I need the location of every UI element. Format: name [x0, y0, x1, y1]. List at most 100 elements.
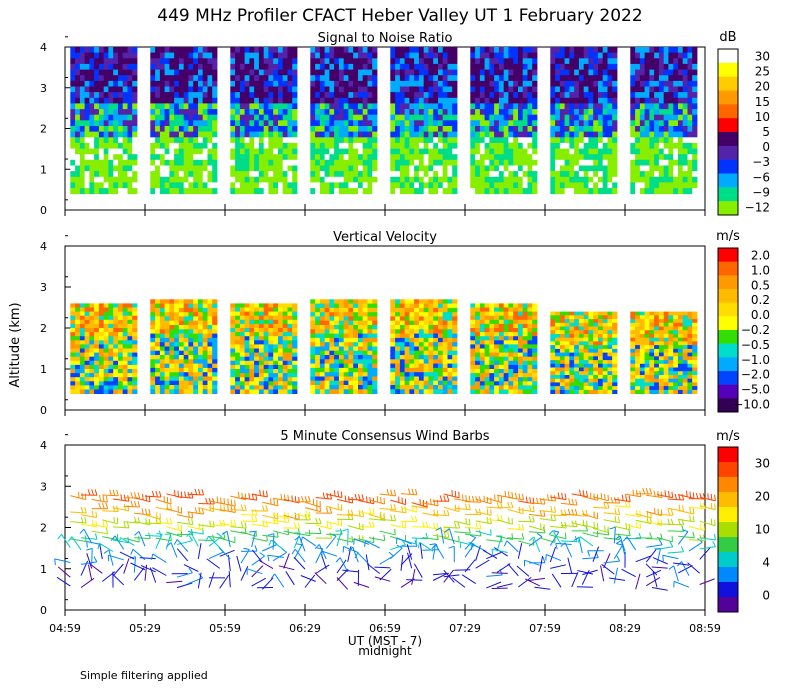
heatmap-cell — [150, 337, 156, 343]
heatmap-cell — [494, 182, 500, 189]
heatmap-cell — [527, 103, 533, 110]
heatmap-cell — [334, 342, 340, 347]
heatmap-cell — [527, 159, 533, 166]
heatmap-cell — [319, 188, 326, 195]
heatmap-cell — [442, 307, 448, 313]
heatmap-cell — [249, 80, 255, 87]
heatmap-cell — [475, 86, 481, 93]
heatmap-cell — [673, 142, 679, 149]
heatmap-cell — [103, 188, 109, 195]
heatmap-cell — [98, 348, 105, 353]
heatmap-cell — [324, 380, 330, 386]
heatmap-cell — [372, 109, 378, 116]
heatmap-cell — [94, 328, 100, 333]
heatmap-cell — [174, 165, 180, 172]
heatmap-cell — [404, 182, 410, 189]
heatmap-cell — [258, 109, 265, 116]
heatmap-cell — [113, 109, 119, 116]
heatmap-cell — [79, 109, 86, 116]
heatmap-cell — [612, 75, 618, 82]
heatmap-cell — [612, 109, 618, 116]
heatmap-cell — [362, 182, 368, 189]
heatmap-cell — [390, 154, 396, 161]
heatmap-cell — [475, 52, 481, 59]
heatmap-cell — [338, 367, 345, 373]
heatmap-cell — [319, 329, 326, 334]
heatmap-cell — [169, 325, 175, 330]
heatmap-cell — [409, 325, 415, 330]
heatmap-cell — [678, 188, 684, 195]
heatmap-cell — [329, 52, 335, 59]
heatmap-cell — [395, 333, 401, 339]
heatmap-cell — [598, 114, 604, 121]
heatmap-cell — [452, 80, 458, 87]
heatmap-cell — [649, 75, 655, 82]
heatmap-cell — [94, 360, 100, 366]
heatmap-cell — [555, 142, 561, 149]
heatmap-cell — [292, 142, 298, 149]
heatmap-cell — [239, 323, 246, 329]
heatmap-cell — [559, 386, 566, 391]
heatmap-cell — [395, 312, 401, 317]
heatmap-cell — [132, 328, 138, 333]
heatmap-cell — [244, 69, 250, 76]
heatmap-cell — [113, 154, 119, 161]
heatmap-cell — [329, 312, 335, 317]
heatmap-cell — [150, 80, 156, 87]
heatmap-cell — [513, 97, 519, 104]
heatmap-cell — [169, 109, 175, 116]
heatmap-cell — [319, 165, 326, 172]
heatmap-cell — [452, 182, 458, 189]
heatmap-cell — [583, 176, 589, 183]
heatmap-cell — [395, 114, 401, 121]
heatmap-cell — [169, 92, 175, 99]
heatmap-cell — [212, 120, 218, 127]
heatmap-cell — [79, 377, 86, 382]
heatmap-cell — [193, 182, 199, 189]
heatmap-cell — [447, 316, 453, 322]
heatmap-cell — [75, 126, 81, 132]
heatmap-cell — [353, 307, 359, 313]
heatmap-cell — [654, 75, 660, 82]
heatmap-cell — [518, 126, 524, 132]
heatmap-cell — [79, 352, 86, 358]
heatmap-cell — [527, 315, 533, 321]
heatmap-cell — [249, 328, 255, 333]
heatmap-cell — [518, 364, 524, 370]
heatmap-cell — [423, 389, 429, 394]
heatmap-cell — [498, 47, 505, 53]
heatmap-cell — [475, 171, 481, 178]
heatmap-cell — [75, 332, 81, 337]
heatmap-cell — [338, 333, 345, 339]
heatmap-cell — [559, 367, 566, 372]
heatmap-cell — [390, 176, 396, 183]
heatmap-cell — [94, 86, 100, 93]
heatmap-cell — [169, 75, 175, 82]
heatmap-cell — [555, 58, 561, 65]
heatmap-cell — [193, 333, 199, 339]
heatmap-cell — [188, 316, 194, 322]
heatmap-cell — [475, 385, 481, 390]
heatmap-cell — [513, 182, 519, 189]
heatmap-cell — [418, 346, 425, 352]
heatmap-cell — [409, 171, 415, 178]
heatmap-cell — [292, 389, 298, 394]
heatmap-cell — [518, 176, 524, 183]
heatmap-cell — [588, 176, 594, 183]
heatmap-cell — [343, 97, 349, 104]
heatmap-cell — [230, 58, 236, 65]
heatmap-cell — [84, 176, 90, 183]
heatmap-cell — [188, 131, 194, 138]
heatmap-cell — [442, 148, 448, 155]
heatmap-cell — [193, 312, 199, 317]
heatmap-cell — [358, 320, 364, 326]
heatmap-cell — [183, 131, 189, 138]
heatmap-cell — [202, 337, 208, 343]
heatmap-cell — [513, 315, 519, 321]
heatmap-cell — [518, 58, 524, 65]
heatmap-cell — [244, 328, 250, 333]
heatmap-cell — [334, 355, 340, 360]
heatmap-cell — [122, 142, 128, 149]
heatmap-cell — [212, 359, 218, 364]
heatmap-cell — [372, 337, 378, 343]
